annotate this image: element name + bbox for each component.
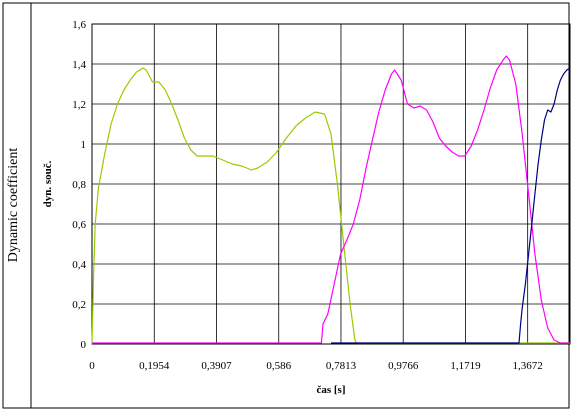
series-line-3: [331, 67, 571, 344]
y-tick-label: 0,2: [72, 299, 86, 311]
x-tick-label: 0,3907: [201, 360, 232, 372]
y-axis-title: dyn. souč.: [42, 160, 54, 207]
series-lines: [91, 55, 571, 345]
y-tick-label: 1,4: [72, 59, 86, 71]
x-tick-label: 0,1954: [139, 360, 170, 372]
plot-area-border: [91, 23, 571, 345]
x-tick-label: 0,9766: [388, 360, 419, 372]
y-tick-label: 1: [81, 139, 87, 151]
series-line-2: [92, 55, 570, 344]
y-tick-label: 1,6: [72, 19, 86, 31]
x-axis-title: čas [s]: [316, 384, 345, 396]
y-tick-label: 1,2: [72, 99, 86, 111]
series-line-1: [91, 67, 570, 345]
x-tick-label: 0,586: [266, 360, 291, 372]
x-tick-label: 1,3672: [513, 360, 543, 372]
y-tick-label: 0: [81, 339, 87, 351]
y-tick-label: 0,4: [72, 259, 86, 271]
x-tick-labels: 0 0,1954 0,3907 0,586 0,7813 0,9766 1,1719 1,36…: [89, 360, 543, 372]
x-tick-label: 0,7813: [326, 360, 357, 372]
y-tick-labels: 0 0,2 0,4 0,6 0,8 1 1,2 1,4 1,6: [72, 19, 86, 351]
x-tick-label: 0: [89, 360, 95, 372]
y-tick-label: 0,8: [72, 179, 86, 191]
x-tick-label: 1,1719: [450, 360, 481, 372]
outer-y-axis-label: Dynamic coefficient: [6, 148, 21, 263]
y-tick-label: 0,6: [72, 219, 86, 231]
